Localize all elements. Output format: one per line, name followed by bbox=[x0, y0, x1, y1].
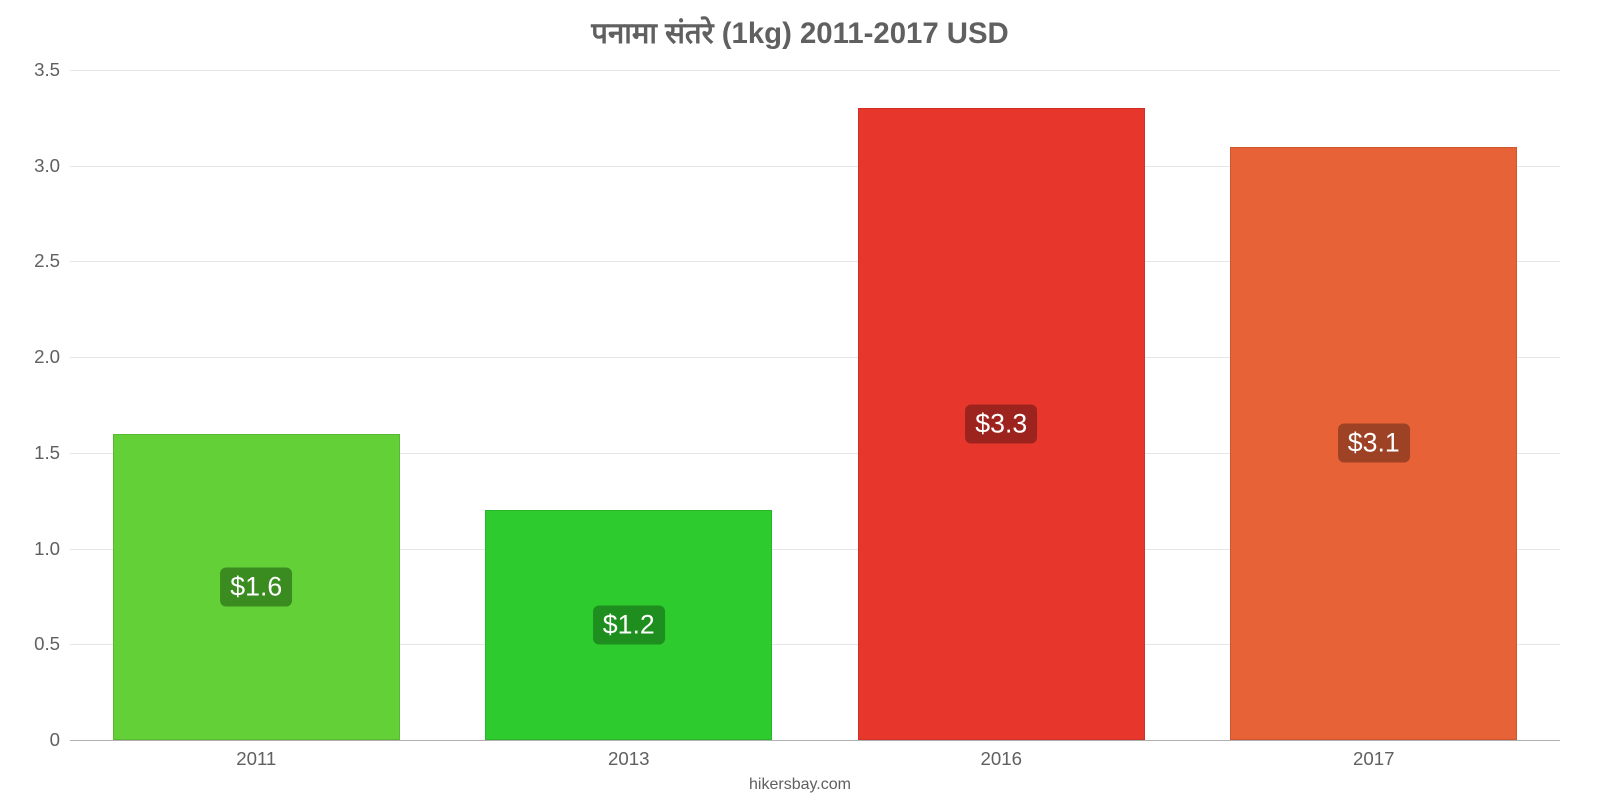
y-tick-label: 0.5 bbox=[34, 633, 70, 655]
x-tick-label: 2017 bbox=[1353, 740, 1395, 770]
credit-text: hikersbay.com bbox=[0, 776, 1600, 794]
bar-value-label: $3.1 bbox=[1338, 424, 1410, 463]
chart-title: पनामा संतरे (1kg) 2011-2017 USD bbox=[0, 12, 1600, 52]
x-tick-label: 2011 bbox=[236, 740, 276, 770]
y-tick-label: 2.0 bbox=[34, 346, 70, 368]
bar-value-label: $1.6 bbox=[220, 567, 292, 606]
bar-value-label: $1.2 bbox=[593, 606, 665, 645]
y-tick-label: 1.0 bbox=[34, 538, 70, 560]
y-tick-label: 2.5 bbox=[34, 250, 70, 272]
bar-value-label: $3.3 bbox=[965, 405, 1037, 444]
bar-chart: पनामा संतरे (1kg) 2011-2017 USD 00.51.01… bbox=[0, 0, 1600, 800]
y-tick-label: 3.5 bbox=[34, 59, 70, 81]
x-tick-label: 2013 bbox=[608, 740, 650, 770]
y-tick-label: 3.0 bbox=[34, 155, 70, 177]
gridline bbox=[70, 70, 1560, 71]
x-tick-label: 2016 bbox=[980, 740, 1022, 770]
plot-area: 00.51.01.52.02.53.03.52011$1.62013$1.220… bbox=[70, 70, 1560, 740]
y-tick-label: 1.5 bbox=[34, 442, 70, 464]
y-tick-label: 0 bbox=[50, 729, 70, 751]
x-axis-line bbox=[70, 740, 1560, 741]
